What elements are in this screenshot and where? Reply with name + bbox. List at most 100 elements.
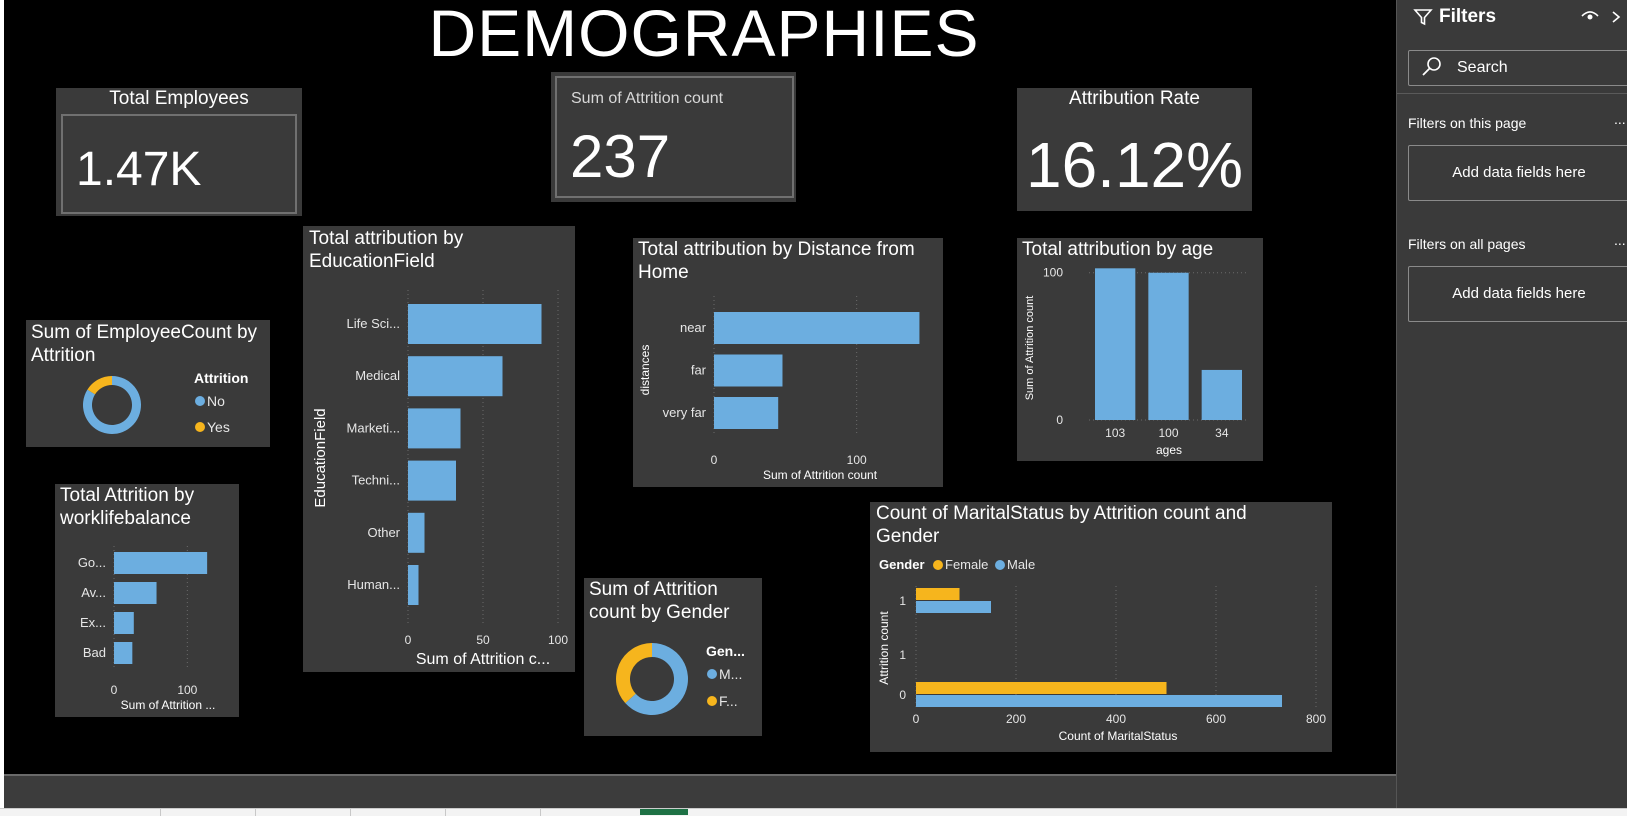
collapse-icon[interactable] xyxy=(1610,9,1626,25)
y-category-label: near xyxy=(680,320,707,335)
donut-slice-no xyxy=(83,376,141,434)
clustered-bar-chart: Gender Female Male 0 200 400 600 800 1 1 0 Count of… xyxy=(877,557,1326,743)
bar xyxy=(114,582,157,604)
y-category-label: Human... xyxy=(347,577,400,592)
filters-search[interactable]: Search xyxy=(1408,50,1627,86)
chart-attrition-by-age[interactable]: Total attribution by age 0 100 103 100 34 age… xyxy=(1017,238,1263,461)
y-category-label: Av... xyxy=(81,585,106,600)
kpi-attrition-count-frame: Sum of Attrition count 237 xyxy=(555,76,794,198)
chart-attrition-by-distance[interactable]: Total attribution by Distance from Home … xyxy=(633,238,943,487)
x-axis-title: Sum of Attrition count xyxy=(763,468,878,482)
y-category-label: far xyxy=(691,363,707,378)
column xyxy=(1148,272,1189,420)
kpi-attrition-count[interactable]: Sum of Attrition count 237 xyxy=(551,72,796,202)
search-icon xyxy=(1422,57,1441,76)
x-tick-label: 0 xyxy=(711,453,718,467)
bar xyxy=(408,512,425,553)
chart-attrition-by-gender[interactable]: Sum of Attrition count by Gender Gen... … xyxy=(584,578,762,736)
y-category-label: Ex... xyxy=(80,615,106,630)
y-tick-label: 0 xyxy=(1056,413,1063,427)
legend-marker-no xyxy=(195,396,205,406)
y-axis-title: distances xyxy=(638,345,652,396)
x-tick-label: 0 xyxy=(405,633,412,647)
legend-title: Attrition xyxy=(194,370,248,386)
report-canvas: DEMOGRAPHIES Total Employees 1.47K Sum o… xyxy=(4,0,1396,774)
kpi-total-employees[interactable]: Total Employees 1.47K xyxy=(56,88,302,216)
bar-male xyxy=(916,601,991,613)
kpi-attrition-rate[interactable]: Attribution Rate 16.12% xyxy=(1017,88,1252,211)
legend-label: Female xyxy=(945,557,988,572)
filters-this-page-label: Filters on this page xyxy=(1408,115,1527,131)
legend-marker-female xyxy=(707,696,717,706)
x-tick-label: 600 xyxy=(1206,712,1226,726)
bar-chart: 0 100 Go... Av... Ex... Bad Sum of Attrition .… xyxy=(78,546,216,712)
page-title: DEMOGRAPHIES xyxy=(428,0,980,70)
donut-slice-m xyxy=(625,643,688,715)
legend-title: Gender xyxy=(879,557,925,572)
chart-maritalstatus-by-attrition-gender[interactable]: Count of MaritalStatus by Attrition coun… xyxy=(870,502,1332,752)
filters-all-pages-dropzone[interactable]: Add data fields here xyxy=(1408,266,1627,322)
legend-title: Gen... xyxy=(706,643,745,659)
x-axis-title: Sum of Attrition ... xyxy=(121,698,216,712)
x-category-label: 34 xyxy=(1215,426,1229,440)
chart-title: Total attribution by Distance from Home xyxy=(638,239,915,283)
legend-label-yes: Yes xyxy=(207,419,230,435)
eye-icon[interactable] xyxy=(1580,8,1600,24)
bar-chart: 0 100 near far very far Sum of Attrition coun… xyxy=(638,296,920,482)
x-category-label: 103 xyxy=(1105,426,1125,440)
legend-marker-male xyxy=(707,669,717,679)
more-options-all-pages[interactable]: ... xyxy=(1614,232,1626,248)
y-category-label: Go... xyxy=(78,555,106,570)
kpi-attrition-count-label: Sum of Attrition count xyxy=(571,90,724,107)
filter-icon xyxy=(1413,9,1433,26)
y-axis-title: Attrition count xyxy=(877,611,891,685)
more-options-this-page[interactable]: ... xyxy=(1614,111,1626,127)
legend-marker-yes xyxy=(195,422,205,432)
bar-male xyxy=(916,695,1282,707)
donut-slice-f xyxy=(616,643,652,704)
y-category-label: Bad xyxy=(83,645,106,660)
kpi-attrition-count-value: 237 xyxy=(570,123,671,190)
legend-marker xyxy=(995,560,1005,570)
chart-attrition-by-worklifebalance[interactable]: Total Attrition by worklifebalance 0 100 G… xyxy=(55,484,239,717)
kpi-total-employees-frame: 1.47K xyxy=(61,114,297,214)
chart-employeecount-by-attrition[interactable]: Sum of EmployeeCount by Attrition Attrit… xyxy=(26,320,270,447)
x-tick-label: 0 xyxy=(111,683,118,697)
bar xyxy=(114,612,134,634)
filters-all-pages-label: Filters on all pages xyxy=(1408,236,1526,252)
legend-label-male: M... xyxy=(719,666,742,682)
bar xyxy=(114,642,133,664)
bar xyxy=(408,356,503,397)
column xyxy=(1201,369,1242,420)
sheet-tab-strip xyxy=(0,808,1627,816)
kpi-total-employees-label: Total Employees xyxy=(109,88,249,109)
bar xyxy=(714,397,779,429)
x-category-label: 100 xyxy=(1158,426,1178,440)
x-tick-label: 50 xyxy=(476,633,490,647)
y-axis-title: EducationField xyxy=(312,408,329,507)
divider xyxy=(1397,93,1627,94)
donut-slice-yes xyxy=(87,376,112,395)
bar xyxy=(114,552,208,574)
y-category-label: very far xyxy=(663,405,707,420)
bar xyxy=(714,354,783,387)
y-category-label: Medical xyxy=(355,368,400,383)
y-category-label: 0 xyxy=(899,688,906,702)
bar-chart: 0 50 100 Life Sci... Medical Marketi... Techni… xyxy=(312,290,568,668)
donut-chart: Attrition No Yes xyxy=(83,370,248,435)
chart-title: Total attribution by age xyxy=(1022,239,1214,260)
bar xyxy=(408,565,419,605)
chart-title: Total Attrition by worklifebalance xyxy=(60,485,195,529)
x-tick-label: 100 xyxy=(847,453,867,467)
x-axis-title: Sum of Attrition c... xyxy=(416,651,550,668)
x-tick-label: 400 xyxy=(1106,712,1126,726)
x-axis-title: ages xyxy=(1156,443,1182,457)
bar xyxy=(408,460,456,501)
bar-female xyxy=(916,682,1167,694)
chart-attrition-by-educationfield[interactable]: Total attribution by EducationField 0 50 1… xyxy=(303,226,575,672)
x-tick-label: 100 xyxy=(177,683,197,697)
filters-this-page-dropzone[interactable]: Add data fields here xyxy=(1408,145,1627,201)
active-sheet-tab[interactable] xyxy=(640,809,688,815)
legend-marker xyxy=(933,560,943,570)
chart-title: Sum of EmployeeCount by Attrition xyxy=(31,322,258,366)
